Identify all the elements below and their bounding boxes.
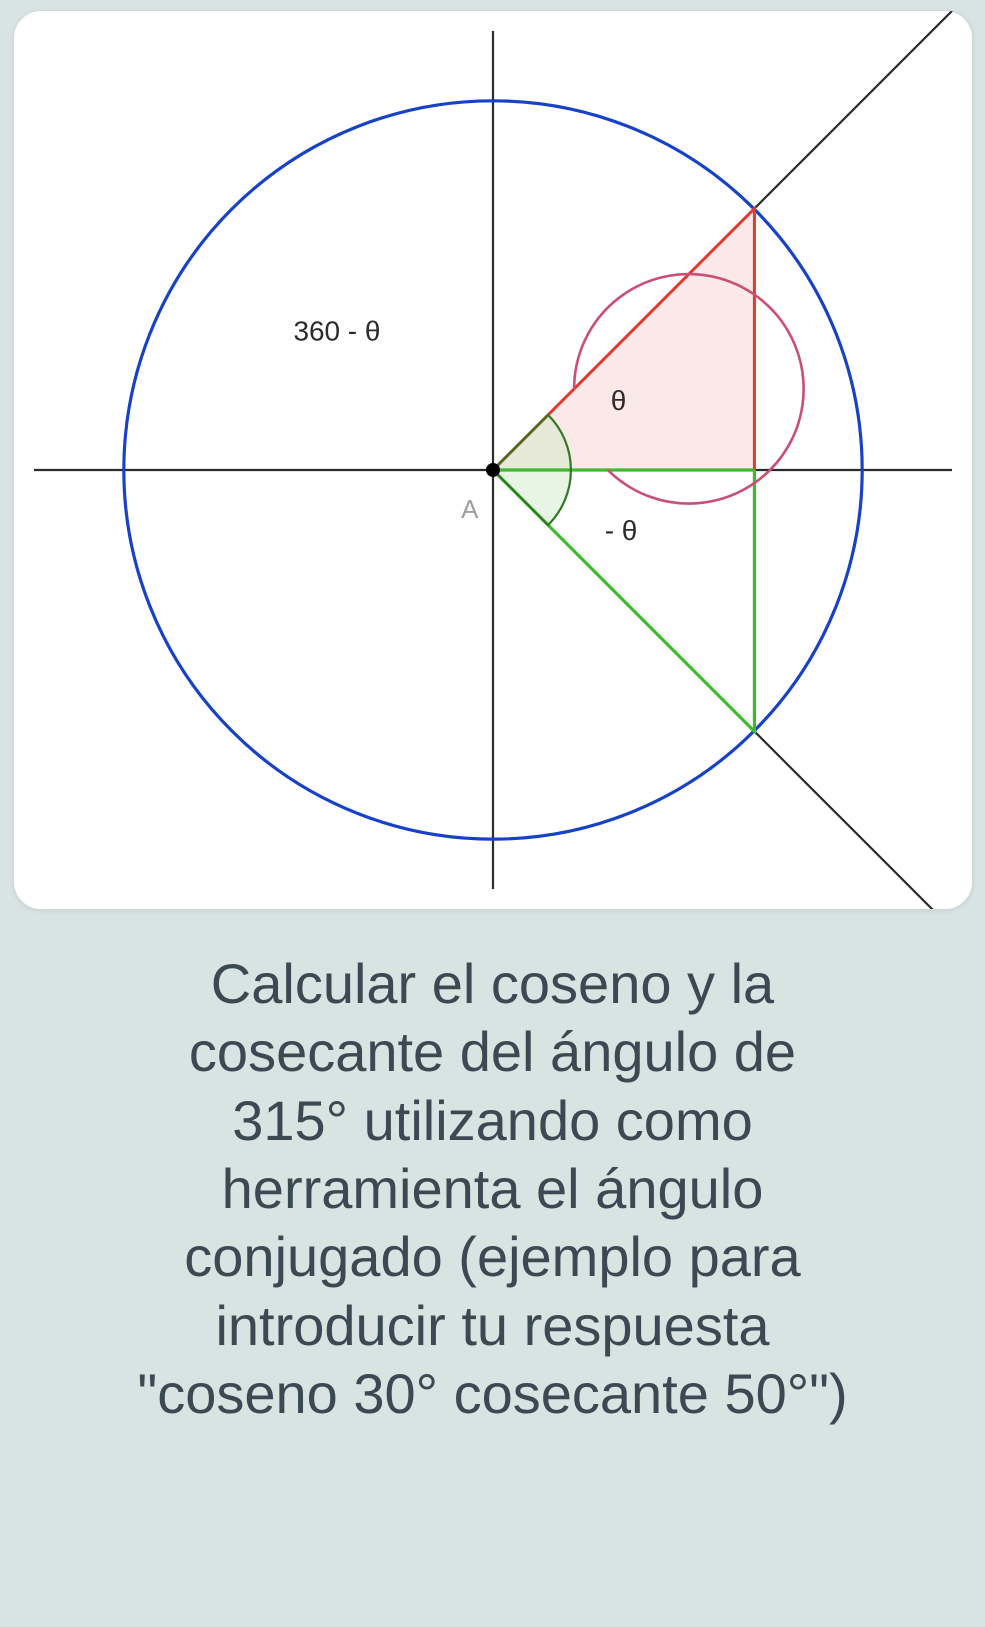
question-line: cosecante del ángulo de xyxy=(13,1018,973,1086)
ray-negative-theta xyxy=(493,470,952,909)
label-neg-theta: - θ xyxy=(604,515,637,546)
question-text: Calcular el coseno y la cosecante del án… xyxy=(13,950,973,1428)
label-reflex: 360 - θ xyxy=(293,315,380,346)
question-line: Calcular el coseno y la xyxy=(13,950,973,1018)
label-center-A: A xyxy=(461,496,479,524)
question-line: herramienta el ángulo xyxy=(13,1155,973,1223)
question-line: "coseno 30° cosecante 50°") xyxy=(13,1360,973,1428)
page: 360 - θ θ - θ A Calcular el coseno y la … xyxy=(0,0,985,1627)
question-line: 315° utilizando como xyxy=(13,1087,973,1155)
question-line: conjugado (ejemplo para xyxy=(13,1223,973,1291)
question-line: introducir tu respuesta xyxy=(13,1292,973,1360)
diagram-card: 360 - θ θ - θ A xyxy=(13,10,973,910)
center-dot xyxy=(486,463,500,477)
unit-circle-svg: 360 - θ θ - θ A xyxy=(14,11,972,909)
label-theta: θ xyxy=(610,385,626,416)
